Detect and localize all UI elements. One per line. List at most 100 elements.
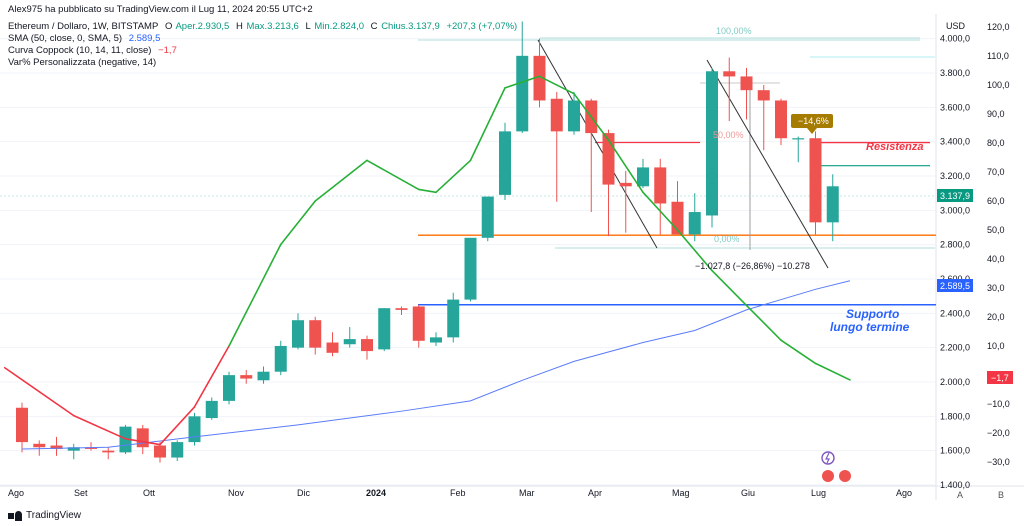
auto-scale-button[interactable]: A (956, 490, 963, 500)
candle-body (378, 308, 391, 350)
candle-body (240, 375, 253, 379)
candle-body (499, 131, 511, 195)
indicator-coppock-value: −1,7 (158, 45, 177, 56)
price-tick-label: 3.200,0 (940, 171, 970, 181)
coppock-segment (711, 269, 748, 307)
coppock-segment (279, 200, 317, 246)
tradingview-logo-icon (8, 510, 22, 521)
price-axis-unit: USD (946, 21, 966, 31)
coppock-tag-label: −1,7 (991, 373, 1009, 383)
pct-tick-label: 20,0 (987, 312, 1005, 322)
coppock-segment (228, 243, 282, 347)
candle-body (154, 445, 166, 458)
sma50-line (21, 280, 851, 450)
indicator-varpct-label: Var% Personalizzata (negative, 14) (8, 57, 157, 68)
time-tick-label: Apr (588, 488, 602, 498)
candle-body (688, 212, 701, 235)
candle-body (809, 138, 822, 223)
candle-body (550, 98, 563, 132)
close-value: Chius.3.137,9 (381, 21, 440, 32)
lightning-glyph (825, 452, 830, 464)
candle-body (568, 100, 580, 132)
low-label: L (305, 21, 311, 32)
pct-tick-label: 80,0 (987, 138, 1005, 148)
candle-body (102, 450, 115, 453)
time-tick-label: Set (74, 488, 88, 498)
pct-tick-label: 40,0 (987, 254, 1005, 264)
candle-body (50, 445, 63, 449)
price-tick-label: 2.000,0 (940, 377, 970, 387)
price-tick-label: 1.800,0 (940, 411, 970, 421)
drop-badge-label: −14,6% (798, 116, 829, 126)
coppock-segment (314, 159, 368, 202)
pct-tick-label: −30,0 (987, 457, 1010, 467)
candle-body (533, 55, 546, 101)
candle-body (481, 196, 494, 238)
price-tick-label: 2.200,0 (940, 343, 970, 353)
candle-body (188, 416, 201, 443)
candle-body (619, 182, 632, 187)
coppock-segment (607, 139, 644, 194)
coppock-segment (366, 159, 420, 191)
time-tick-label: Ago (8, 488, 24, 498)
pct-tick-label: 70,0 (987, 167, 1005, 177)
indicator-sma-label: SMA (50, close, 0, SMA, 5) (8, 33, 123, 44)
time-tick-label: Nov (228, 488, 245, 498)
indicator-varpct[interactable]: Var% Personalizzata (negative, 14) (8, 57, 160, 68)
fib-mid-label: 50,00% (713, 130, 744, 140)
open-label: O (164, 21, 173, 32)
candle-body (309, 320, 322, 348)
candle-body (136, 428, 149, 448)
coppock-segment (814, 362, 851, 381)
log-scale-button[interactable]: B (997, 490, 1004, 500)
candle-body (447, 299, 460, 338)
indicator-coppock[interactable]: Curva Coppock (10, 14, 11, close) −1,7 (8, 45, 181, 56)
coppock-segment (3, 366, 75, 417)
candle-body (826, 186, 839, 223)
coppock-segment (72, 414, 127, 440)
coppock-segment (435, 159, 472, 194)
author-line: Alex975 ha pubblicato su TradingView.com… (8, 4, 313, 15)
high-label: H (235, 21, 243, 32)
event-us-flag-icon (822, 470, 834, 482)
price-tick-label: 4.000,0 (940, 34, 970, 44)
support-label-line2: lungo termine (830, 320, 910, 334)
time-tick-label: Mag (672, 488, 690, 498)
sma-price-tag-label: 2.589,5 (940, 281, 970, 291)
coppock-segment (573, 92, 610, 141)
pct-tick-label: 120,0 (987, 22, 1010, 32)
pct-tick-label: 50,0 (987, 225, 1005, 235)
coppock-segment (469, 87, 506, 162)
indicator-sma[interactable]: SMA (50, close, 0, SMA, 5) 2.589,5 (8, 33, 164, 44)
coppock-segment (642, 191, 679, 231)
candle-body (792, 138, 805, 140)
price-tick-label: 2.800,0 (940, 240, 970, 250)
candle-body (85, 447, 97, 449)
candle-body (67, 447, 80, 451)
close-label: C (370, 21, 378, 32)
price-tick-label: 1.600,0 (940, 446, 970, 456)
indicator-sma-value: 2.589,5 (128, 33, 161, 44)
candle-body (637, 167, 649, 187)
candle-body (292, 320, 304, 348)
coppock-segment (676, 229, 713, 272)
candle-body (274, 345, 287, 372)
time-tick-label: Ago (896, 488, 912, 498)
drop-badge (791, 114, 833, 128)
candle-body (430, 337, 442, 343)
candle-body (257, 371, 270, 381)
low-value: Min.2.824,0 (314, 21, 365, 32)
time-tick-label: Ott (143, 488, 156, 498)
price-tick-label: 3.400,0 (940, 137, 970, 147)
pct-tick-label: −10,0 (987, 399, 1010, 409)
candle-body (516, 55, 529, 132)
coppock-segment (193, 345, 230, 408)
last-price-tag (937, 189, 973, 202)
candle-body (412, 306, 425, 341)
tradingview-watermark[interactable]: TradingView (8, 510, 81, 521)
coppock-segment (504, 75, 541, 89)
pct-tick-label: 100,0 (987, 80, 1010, 90)
coppock-segment (124, 437, 161, 446)
symbol-header: Ethereum / Dollaro, 1W, BITSTAMP O Aper.… (8, 21, 521, 32)
